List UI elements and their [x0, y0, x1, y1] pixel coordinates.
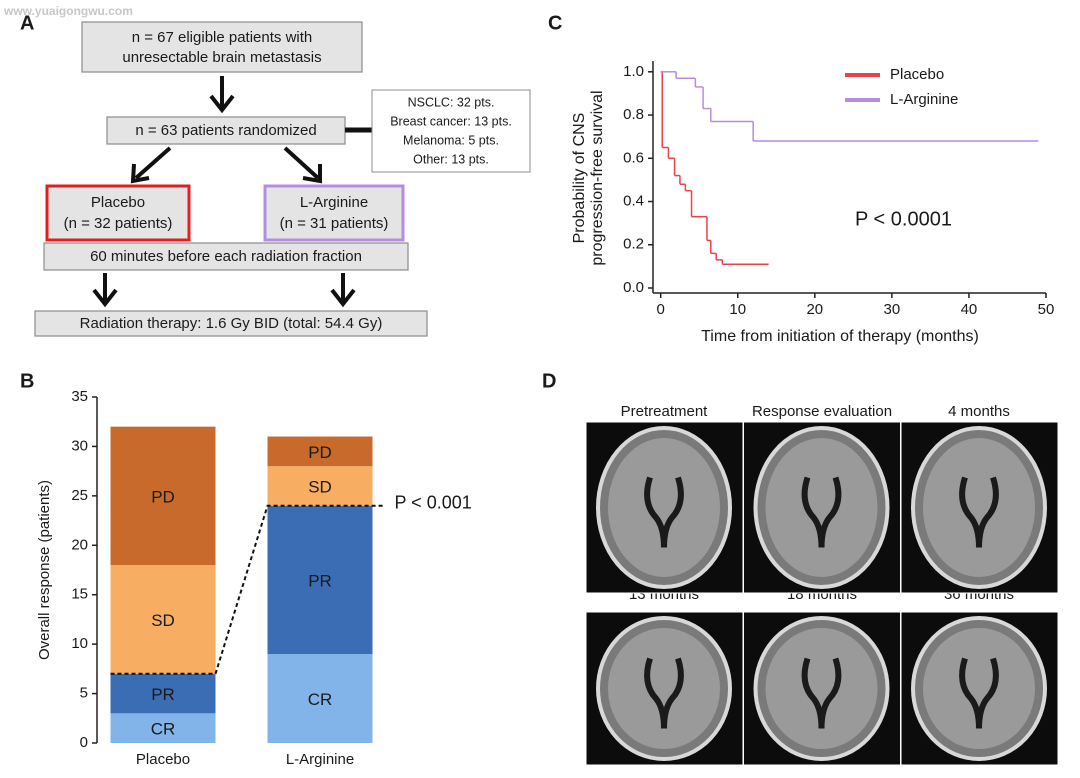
ventricles: [959, 657, 999, 729]
box-text: Radiation therapy: 1.6 Gy BID (total: 54…: [80, 315, 383, 332]
arrow: [130, 146, 172, 184]
ventricles: [801, 476, 842, 548]
y-tick-label: 0.6: [623, 149, 644, 166]
x-tick-label: 0: [657, 301, 665, 318]
image-label: Pretreatment: [621, 403, 709, 420]
brain-tissue: [608, 438, 720, 577]
box-text: Other: 13 pts.: [413, 152, 489, 166]
x-tick-label: 20: [806, 301, 823, 318]
segment-label: SD: [151, 611, 175, 630]
x-tick-label: 40: [961, 301, 978, 318]
arrow: [283, 146, 322, 184]
x-tick-label: 50: [1038, 301, 1055, 318]
y-tick-label: 5: [80, 685, 88, 702]
segment-label: SD: [308, 477, 332, 496]
y-tick-label: 35: [71, 388, 88, 405]
segment-label: PR: [151, 685, 175, 704]
ventricles: [959, 476, 999, 548]
y-tick-label: 20: [71, 536, 88, 553]
bar-segment: [110, 565, 216, 674]
box-text: NSCLC: 32 pts.: [408, 95, 495, 109]
flowchart: n = 67 eligible patients with unresectab…: [34, 21, 531, 337]
box: [81, 21, 363, 73]
bar-segment: [267, 436, 373, 467]
box-text: n = 63 patients randomized: [135, 122, 316, 139]
y-tick-label: 30: [71, 437, 88, 454]
arrow: [330, 273, 356, 308]
significance-line: [110, 504, 385, 675]
brain-tissue: [923, 628, 1035, 749]
x-tick-label: L-Arginine: [286, 751, 354, 768]
y-tick-label: 0.2: [623, 236, 644, 253]
box: [106, 116, 346, 145]
image-label: 4 months: [948, 403, 1010, 420]
segment-label: PD: [151, 487, 175, 506]
y-tick-label: 10: [71, 635, 88, 652]
panel-label: B: [20, 370, 34, 392]
bar-segment: [110, 713, 216, 743]
y-tick-label: 0.0: [623, 279, 644, 296]
box: [45, 184, 191, 242]
panel-label: D: [542, 370, 556, 392]
box-text: Breast cancer: 13 pts.: [390, 114, 512, 128]
box: [34, 310, 428, 337]
bar-segment: [267, 505, 373, 655]
ventricles: [644, 476, 684, 548]
y-tick-label: 0: [80, 734, 88, 751]
segment-label: CR: [308, 690, 333, 709]
brain-tissue: [765, 628, 878, 749]
segment-label: PD: [308, 443, 332, 462]
brain-tissue: [608, 628, 720, 749]
ventricles: [644, 657, 684, 729]
box-text: L-Arginine: [300, 194, 368, 211]
box-text: (n = 31 patients): [280, 215, 389, 232]
y-axis-label: progression-free survival: [589, 90, 606, 265]
box-text: (n = 32 patients): [64, 215, 173, 232]
y-tick-label: 0.4: [623, 192, 644, 209]
box: [371, 89, 531, 173]
x-tick-label: Placebo: [136, 751, 190, 768]
segment-label: CR: [151, 720, 176, 739]
y-axis-label: Overall response (patients): [36, 480, 53, 660]
bar-segment: [267, 466, 373, 506]
bar-segment: [110, 426, 216, 566]
box-text: unresectable brain metastasis: [122, 49, 321, 66]
bar-segment: [267, 654, 373, 743]
arrow: [92, 273, 118, 308]
legend-label: L-Arginine: [890, 91, 958, 108]
brain-tissue: [765, 438, 878, 577]
box: [43, 242, 409, 271]
watermark: www.yuaigongwu.com: [3, 4, 133, 18]
box-text: n = 67 eligible patients with: [132, 29, 313, 46]
arrow: [209, 76, 235, 114]
y-tick-label: 1.0: [623, 63, 644, 80]
box-text: Melanoma: 5 pts.: [403, 133, 499, 147]
x-tick-label: 30: [884, 301, 901, 318]
annotation: P < 0.001: [395, 492, 472, 512]
y-tick-label: 0.8: [623, 106, 644, 123]
image-label: Response evaluation: [752, 403, 892, 420]
box-text: Placebo: [91, 194, 145, 211]
y-tick-label: 15: [71, 586, 88, 603]
panel-label: A: [20, 12, 34, 34]
segment-label: PR: [308, 571, 332, 590]
box: [263, 184, 405, 242]
brain-tissue: [923, 438, 1035, 577]
y-tick-label: 25: [71, 487, 88, 504]
ventricles: [801, 657, 842, 729]
box-text: 60 minutes before each radiation fractio…: [90, 248, 362, 265]
x-axis-label: Time from initiation of therapy (months): [701, 328, 979, 345]
x-tick-label: 10: [729, 301, 746, 318]
y-axis-label: Probability of CNS: [571, 113, 588, 244]
bar-segment: [110, 673, 216, 714]
mri-panel: Pretreatment Response evaluation 4 month…: [585, 403, 1059, 766]
panel-label: C: [548, 12, 562, 34]
legend-label: Placebo: [890, 66, 944, 83]
annotation: P < 0.0001: [855, 208, 952, 230]
